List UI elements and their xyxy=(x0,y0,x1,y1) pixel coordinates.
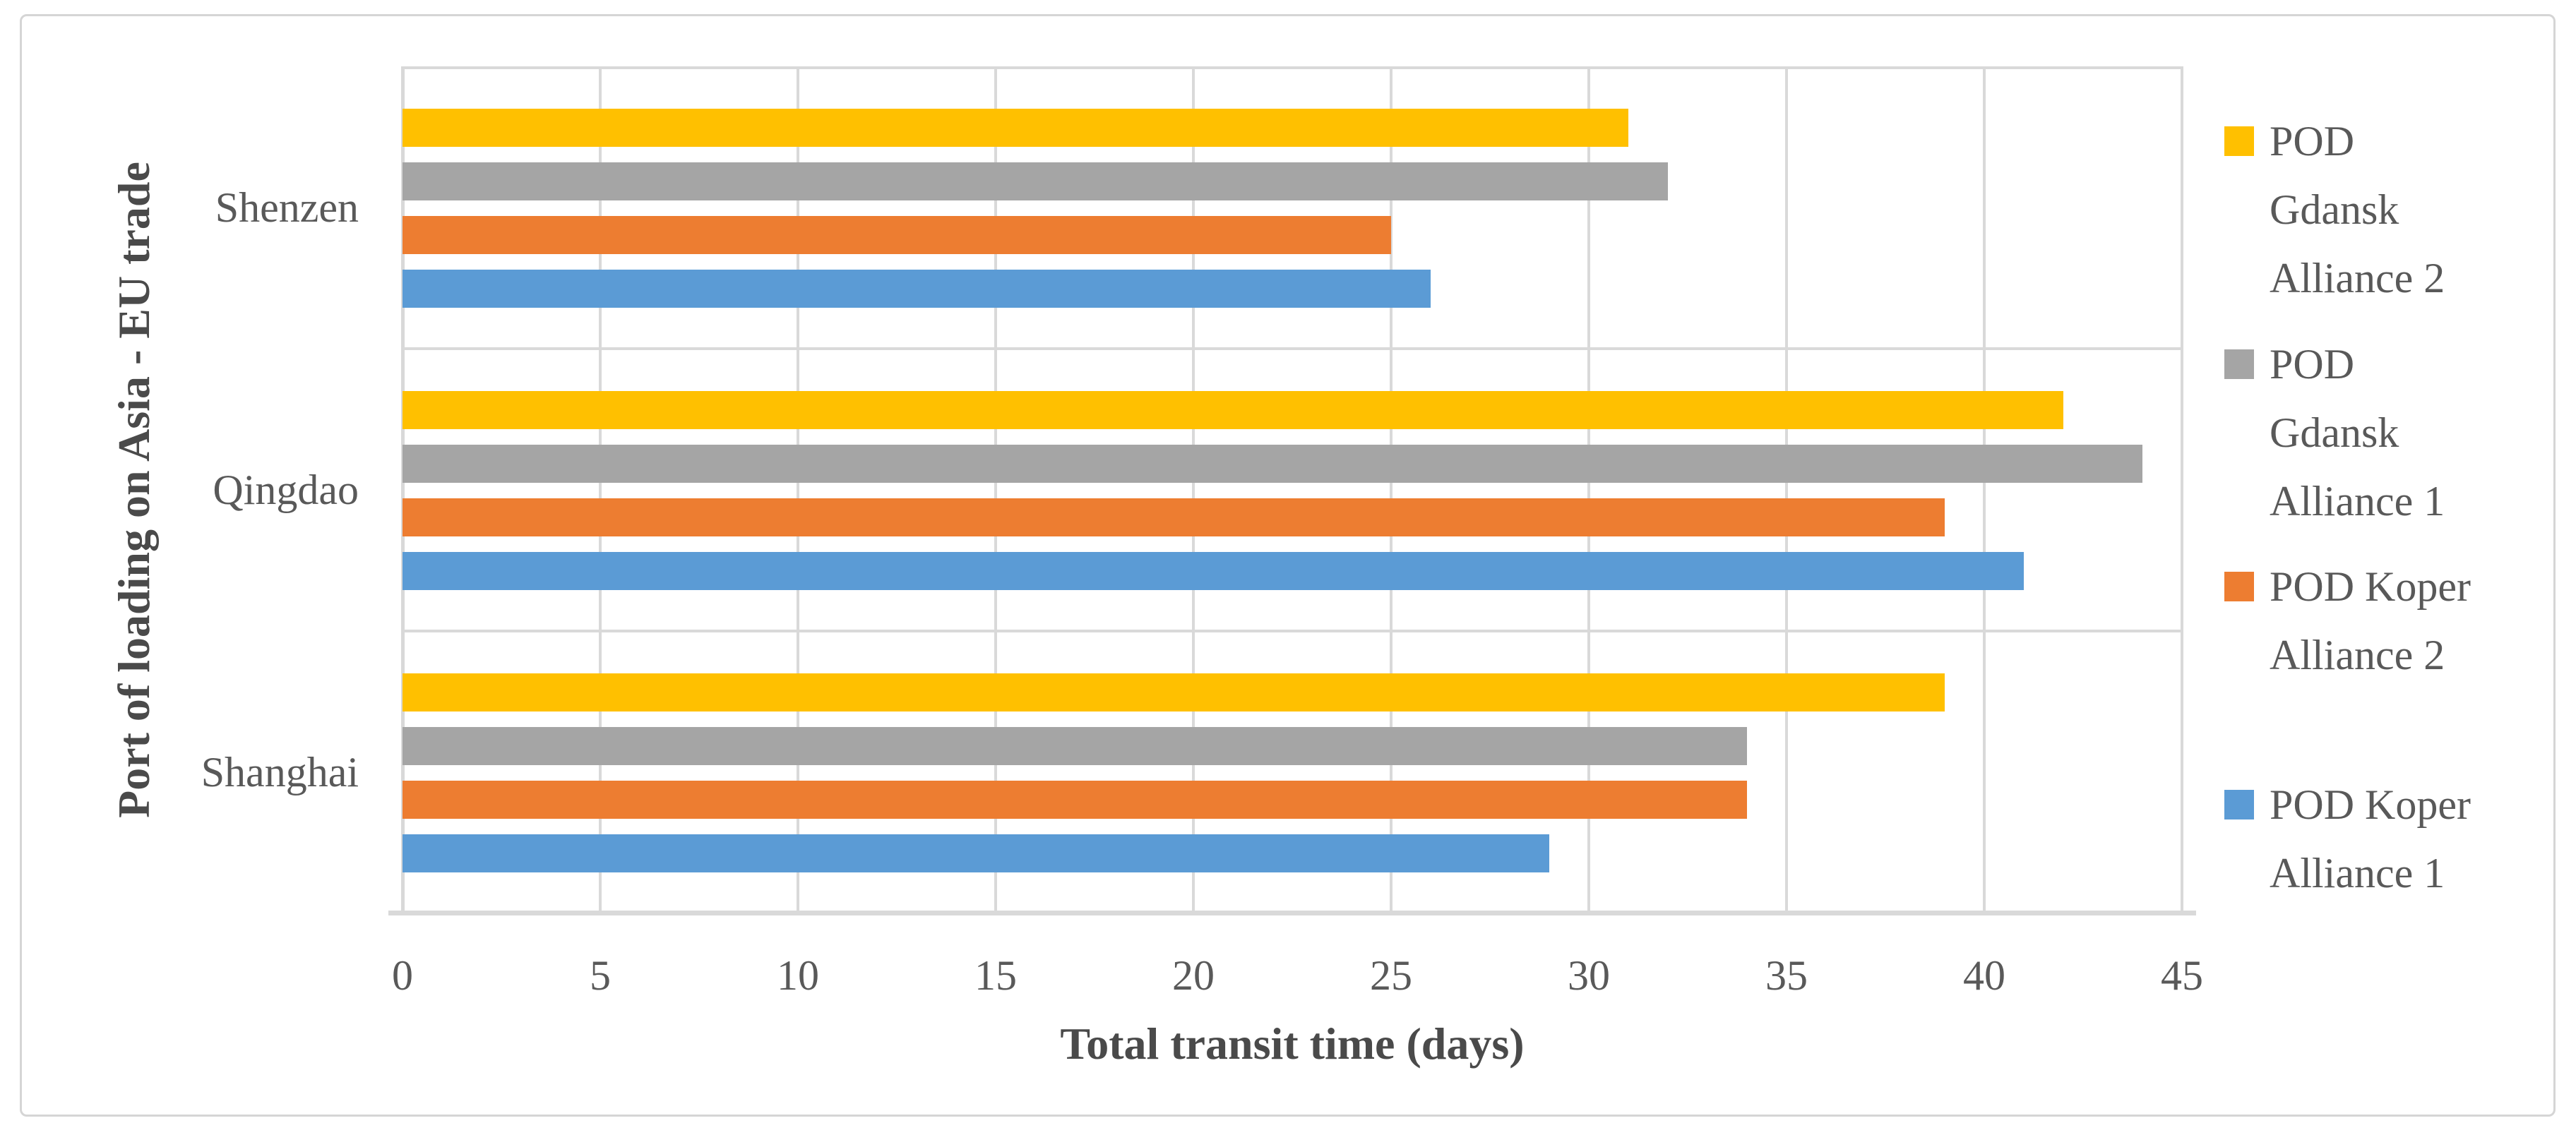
legend-swatch-pod-gdansk-alliance-2 xyxy=(2224,126,2254,156)
bar-pod-koper-alliance-2-qingdao xyxy=(402,498,1945,536)
x-tick-15: 15 xyxy=(974,952,1017,999)
category-divider-line xyxy=(402,66,2182,69)
bar-pod-gdansk-alliance-2-shenzen xyxy=(402,109,1628,147)
bar-pod-koper-alliance-2-shenzen xyxy=(402,216,1391,254)
value-axis-line xyxy=(388,911,2196,915)
legend-swatch-pod-koper-alliance-1 xyxy=(2224,790,2254,819)
category-divider-line xyxy=(402,630,2182,632)
x-tick-10: 10 xyxy=(777,952,819,999)
gridline xyxy=(1983,66,1986,913)
gridline xyxy=(2181,66,2183,913)
legend-entry-pod-koper-alliance-2: POD Koper Alliance 2 xyxy=(2224,553,2471,690)
category-divider-line xyxy=(402,347,2182,350)
legend-swatch-pod-koper-alliance-2 xyxy=(2224,572,2254,601)
category-axis-line xyxy=(401,66,405,913)
gridline xyxy=(1587,66,1590,913)
plot-area xyxy=(388,66,2196,915)
gridline xyxy=(994,66,997,913)
x-tick-30: 30 xyxy=(1568,952,1610,999)
x-tick-25: 25 xyxy=(1370,952,1412,999)
bar-pod-koper-alliance-1-shanghai xyxy=(402,834,1549,872)
gridline xyxy=(1192,66,1195,913)
x-tick-35: 35 xyxy=(1765,952,1808,999)
legend-label: POD Koper Alliance 2 xyxy=(2270,563,2471,678)
x-tick-45: 45 xyxy=(2161,952,2203,999)
bar-pod-gdansk-alliance-1-shenzen xyxy=(402,162,1668,200)
legend-label: POD Gdansk Alliance 2 xyxy=(2270,118,2445,301)
legend: POD Gdansk Alliance 2 POD Gdansk Alliance… xyxy=(2224,0,2556,1135)
bar-pod-gdansk-alliance-2-shanghai xyxy=(402,673,1945,711)
x-tick-20: 20 xyxy=(1172,952,1215,999)
gridline xyxy=(1390,66,1393,913)
category-label-qingdao: Qingdao xyxy=(213,467,359,513)
gridline xyxy=(1785,66,1788,913)
bar-pod-gdansk-alliance-1-shanghai xyxy=(402,727,1747,765)
x-axis-title: Total transit time (days) xyxy=(1060,1019,1525,1069)
x-tick-0: 0 xyxy=(392,952,413,999)
legend-entry-pod-koper-alliance-1: POD Koper Alliance 1 xyxy=(2224,771,2471,908)
legend-swatch-pod-gdansk-alliance-1 xyxy=(2224,349,2254,379)
bar-pod-gdansk-alliance-2-qingdao xyxy=(402,391,2063,429)
x-tick-5: 5 xyxy=(590,952,611,999)
legend-label: POD Gdansk Alliance 1 xyxy=(2270,341,2445,524)
x-tick-40: 40 xyxy=(1963,952,2005,999)
bar-pod-gdansk-alliance-1-qingdao xyxy=(402,445,2142,483)
category-label-shanghai: Shanghai xyxy=(201,749,359,795)
gridline xyxy=(797,66,799,913)
bar-pod-koper-alliance-1-qingdao xyxy=(402,552,2024,590)
gridline xyxy=(599,66,602,913)
legend-entry-pod-gdansk-alliance-2: POD Gdansk Alliance 2 xyxy=(2224,107,2445,313)
bar-pod-koper-alliance-2-shanghai xyxy=(402,781,1747,819)
legend-entry-pod-gdansk-alliance-1: POD Gdansk Alliance 1 xyxy=(2224,330,2445,536)
category-label-shenzen: Shenzen xyxy=(215,184,359,231)
bar-pod-koper-alliance-1-shenzen xyxy=(402,270,1431,308)
legend-label: POD Koper Alliance 1 xyxy=(2270,781,2471,896)
figure-border xyxy=(20,14,2556,1117)
